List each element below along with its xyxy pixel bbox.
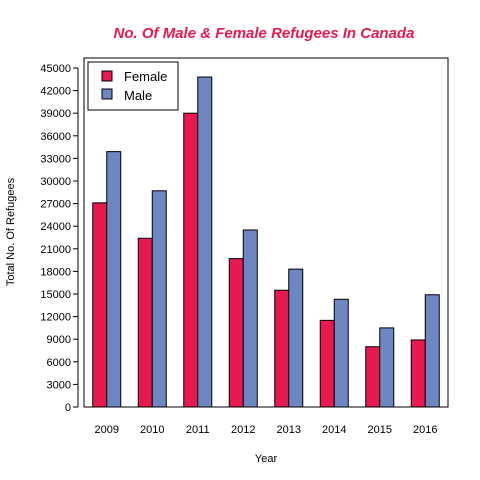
x-tick-label: 2013: [277, 424, 301, 436]
bar-female-2015: [365, 346, 381, 408]
y-tick-label: 3000: [47, 379, 71, 391]
y-tick-label: 27000: [40, 199, 71, 211]
y-tick-label: 24000: [40, 221, 71, 233]
y-axis-label: Total No. Of Refugees: [5, 177, 17, 286]
y-tick-label: 12000: [40, 312, 71, 324]
bar-female-2010: [137, 237, 153, 408]
bar-male-2014: [333, 298, 349, 408]
bar-male-2011: [197, 76, 213, 408]
y-tick-label: 30000: [40, 176, 71, 188]
y-tick-label: 9000: [47, 334, 71, 346]
x-tick-label: 2014: [322, 424, 346, 436]
x-axis-ticks: 2009 2010 2011 2012 2013 2014 2015 2016: [95, 424, 438, 436]
bar-female-2012: [228, 258, 244, 408]
legend-swatch-female: [101, 70, 113, 82]
y-tick-label: 15000: [40, 289, 71, 301]
chart-title: No. Of Male & Female Refugees In Canada: [114, 25, 415, 42]
bar-male-2013: [288, 268, 304, 408]
y-tick-label: 42000: [40, 86, 71, 98]
x-tick-label: 2015: [368, 424, 392, 436]
legend: Female Male: [87, 61, 179, 111]
x-tick-label: 2009: [95, 424, 119, 436]
legend-box: [87, 61, 179, 111]
y-tick-label: 39000: [40, 108, 71, 120]
y-tick-label: 33000: [40, 153, 71, 165]
y-tick-label: 18000: [40, 266, 71, 278]
bar-female-2009: [92, 202, 108, 408]
y-tick-label: 45000: [40, 63, 71, 75]
bar-male-2015: [379, 327, 395, 408]
bar-female-2014: [319, 319, 335, 408]
bar-male-2010: [151, 190, 167, 408]
bar-male-2016: [424, 294, 440, 408]
x-tick-label: 2011: [186, 424, 210, 436]
bar-female-2013: [274, 289, 290, 408]
plot-frame: [83, 57, 449, 408]
bar-female-2016: [410, 339, 426, 408]
bar-male-2012: [242, 229, 258, 408]
y-axis-ticks: 0 3000 6000 9000 12000 15000 18000 21000 24000 27…: [40, 63, 78, 414]
bar-male-2009: [106, 151, 122, 408]
bar-female-2011: [183, 112, 199, 408]
legend-label-female: Female: [124, 69, 167, 84]
x-axis-label: Year: [255, 453, 278, 465]
x-tick-label: 2016: [413, 424, 437, 436]
x-tick-label: 2010: [140, 424, 164, 436]
legend-swatch-male: [101, 88, 113, 100]
x-tick-label: 2012: [231, 424, 255, 436]
y-tick-label: 6000: [47, 357, 71, 369]
y-tick-label: 36000: [40, 131, 71, 143]
bars: [92, 76, 440, 408]
legend-label-male: Male: [124, 88, 152, 103]
y-tick-label: 0: [65, 402, 71, 414]
y-tick-label: 21000: [40, 244, 71, 256]
